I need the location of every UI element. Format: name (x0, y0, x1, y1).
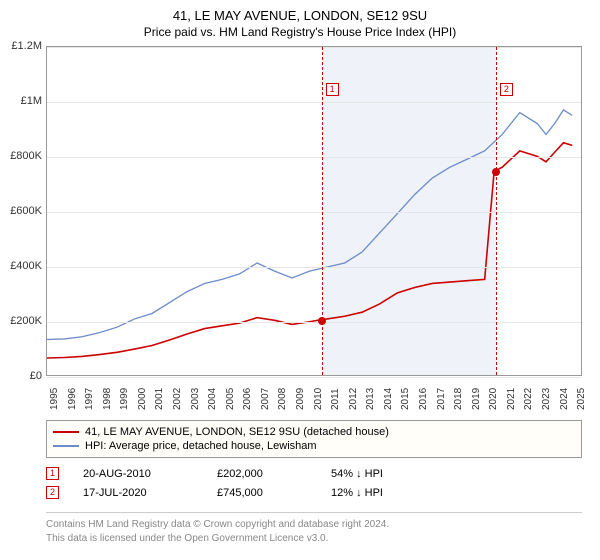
page-title: 41, LE MAY AVENUE, LONDON, SE12 9SU (0, 0, 600, 23)
x-axis-label: 2005 (225, 388, 236, 410)
gridline (47, 102, 581, 103)
x-axis-label: 1996 (67, 388, 78, 410)
event-marker: 1 (326, 83, 339, 96)
legend-label: 41, LE MAY AVENUE, LONDON, SE12 9SU (det… (85, 426, 389, 438)
event-line (496, 47, 497, 375)
y-axis-label: £800K (2, 150, 42, 162)
y-axis-label: £600K (2, 205, 42, 217)
x-axis-label: 2008 (277, 388, 288, 410)
legend: 41, LE MAY AVENUE, LONDON, SE12 9SU (det… (46, 420, 582, 458)
y-axis-label: £1.2M (2, 40, 42, 52)
price-records: 1 20-AUG-2010 £202,000 54% ↓ HPI 2 17-JUL-202… (46, 464, 582, 502)
record-date: 20-AUG-2010 (83, 468, 193, 480)
chart-container: 41, LE MAY AVENUE, LONDON, SE12 9SU Pric… (0, 0, 600, 560)
x-axis-label: 2018 (453, 388, 464, 410)
record-price: £202,000 (217, 468, 307, 480)
x-axis-label: 2006 (242, 388, 253, 410)
x-axis-label: 2021 (506, 388, 517, 410)
event-line (322, 47, 323, 375)
record-date: 17-JUL-2020 (83, 487, 193, 499)
record-row: 1 20-AUG-2010 £202,000 54% ↓ HPI (46, 464, 582, 483)
legend-item: 41, LE MAY AVENUE, LONDON, SE12 9SU (det… (53, 425, 575, 439)
legend-swatch (53, 431, 79, 433)
record-vs-hpi: 12% ↓ HPI (331, 487, 441, 499)
x-axis-label: 2009 (295, 388, 306, 410)
x-axis-label: 2001 (154, 388, 165, 410)
x-axis-label: 2013 (365, 388, 376, 410)
x-axis-label: 2022 (523, 388, 534, 410)
page-subtitle: Price paid vs. HM Land Registry's House … (0, 23, 600, 39)
gridline (47, 157, 581, 158)
x-axis-label: 2003 (190, 388, 201, 410)
x-axis-label: 2024 (559, 388, 570, 410)
x-axis-label: 2002 (172, 388, 183, 410)
x-axis-label: 2015 (400, 388, 411, 410)
x-axis-label: 2020 (488, 388, 499, 410)
record-price: £745,000 (217, 487, 307, 499)
x-axis-label: 2012 (348, 388, 359, 410)
event-marker: 2 (500, 83, 513, 96)
gridline (47, 377, 581, 378)
record-vs-hpi: 54% ↓ HPI (331, 468, 441, 480)
x-axis-label: 2017 (436, 388, 447, 410)
y-axis-label: £200K (2, 315, 42, 327)
record-row: 2 17-JUL-2020 £745,000 12% ↓ HPI (46, 483, 582, 502)
x-axis-label: 2023 (541, 388, 552, 410)
x-axis-label: 2000 (137, 388, 148, 410)
footer-line-1: Contains HM Land Registry data © Crown c… (46, 518, 582, 532)
price-point (492, 168, 500, 176)
y-axis-label: £400K (2, 260, 42, 272)
x-axis-label: 2004 (207, 388, 218, 410)
x-axis-label: 2014 (383, 388, 394, 410)
x-axis-label: 1999 (119, 388, 130, 410)
footer-line-2: This data is licensed under the Open Gov… (46, 532, 582, 546)
attribution-footer: Contains HM Land Registry data © Crown c… (46, 512, 582, 545)
record-index: 1 (46, 467, 59, 480)
gridline (47, 267, 581, 268)
gridline (47, 322, 581, 323)
plot-area: 12 (46, 46, 582, 376)
gridline (47, 47, 581, 48)
x-axis-label: 2016 (418, 388, 429, 410)
x-axis-label: 1997 (84, 388, 95, 410)
y-axis-label: £1M (2, 95, 42, 107)
x-axis-label: 2010 (313, 388, 324, 410)
record-index: 2 (46, 486, 59, 499)
legend-swatch (53, 445, 79, 447)
legend-item: HPI: Average price, detached house, Lewi… (53, 439, 575, 453)
legend-label: HPI: Average price, detached house, Lewi… (85, 440, 317, 452)
gridline (47, 212, 581, 213)
x-axis-label: 2019 (471, 388, 482, 410)
x-axis-label: 1998 (102, 388, 113, 410)
x-axis-label: 1995 (49, 388, 60, 410)
price-point (318, 317, 326, 325)
x-axis-label: 2025 (576, 388, 587, 410)
x-axis-label: 2007 (260, 388, 271, 410)
y-axis-label: £0 (2, 370, 42, 382)
x-axis-label: 2011 (330, 388, 341, 410)
series-hpi (47, 110, 572, 340)
